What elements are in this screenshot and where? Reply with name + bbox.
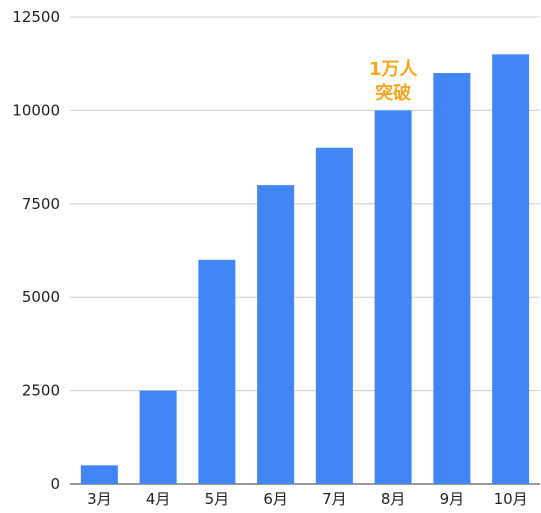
annotation-line: 1万人 — [369, 59, 419, 80]
x-tick-label: 8月 — [381, 490, 406, 508]
bar — [139, 390, 177, 484]
x-axis-tick-labels: 3月 4月 5月 6月 7月 8月 9月 10月 — [87, 490, 528, 508]
x-tick-label: 7月 — [322, 490, 347, 508]
bar — [374, 110, 412, 485]
x-tick-label: 4月 — [146, 490, 171, 508]
y-tick-label: 5000 — [22, 288, 60, 306]
x-tick-label: 5月 — [205, 490, 230, 508]
x-tick-label: 3月 — [87, 490, 112, 508]
bar — [315, 147, 353, 484]
bar — [198, 259, 236, 484]
bar — [80, 465, 118, 484]
y-tick-label: 12500 — [12, 8, 60, 26]
y-tick-label: 10000 — [12, 101, 60, 119]
y-tick-label: 0 — [50, 475, 60, 493]
x-tick-label: 9月 — [440, 490, 465, 508]
bar — [433, 73, 471, 484]
x-tick-label: 10月 — [494, 490, 528, 508]
bar — [492, 54, 530, 485]
y-tick-label: 2500 — [22, 382, 60, 400]
bars — [80, 54, 530, 485]
y-tick-label: 7500 — [22, 195, 60, 213]
annotation-line: 突破 — [375, 82, 411, 104]
bar — [257, 185, 295, 484]
x-tick-label: 6月 — [263, 490, 288, 508]
y-axis-tick-labels: 0 2500 5000 7500 10000 12500 — [12, 8, 60, 493]
